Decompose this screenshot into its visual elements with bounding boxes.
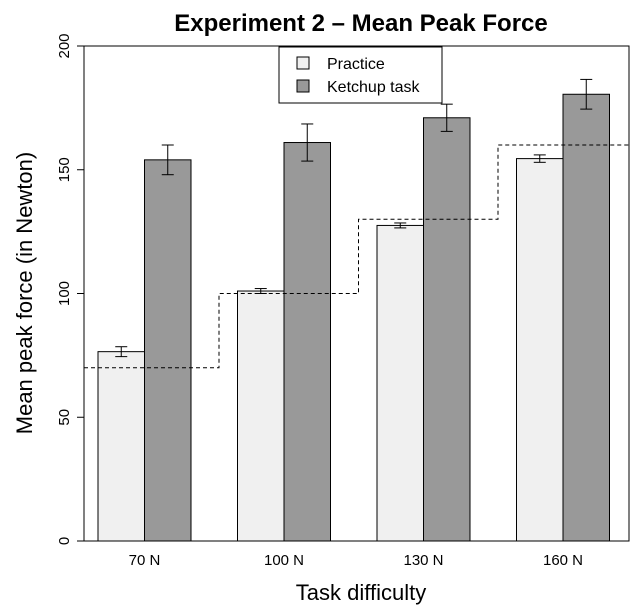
- bar: [97, 351, 145, 542]
- bar: [237, 290, 285, 542]
- legend-swatch: [296, 56, 310, 70]
- y-tick-label: 100: [56, 281, 73, 306]
- x-axis-label: Task difficulty: [296, 580, 426, 605]
- reference-line: [84, 144, 629, 369]
- x-tick-label: 160 N: [543, 552, 583, 569]
- legend: Practice Ketchup task: [278, 46, 443, 104]
- bar: [376, 224, 424, 542]
- y-tick-label: 50: [56, 409, 73, 426]
- chart-title: Experiment 2 – Mean Peak Force: [174, 10, 548, 37]
- bar: [283, 142, 331, 542]
- y-tick-label: 0: [56, 537, 73, 545]
- bar: [516, 158, 564, 542]
- legend-box: [278, 46, 443, 104]
- bar: [423, 117, 471, 542]
- x-tick-label: 70 N: [129, 552, 161, 569]
- bar: [144, 159, 192, 542]
- y-tick-label: 200: [56, 33, 73, 58]
- y-axis-label: Mean peak force (in Newton): [12, 152, 37, 434]
- legend-swatch: [296, 79, 310, 93]
- plot-area: 0 50 100 150 200 70 N 100 N 130 N 160 N: [56, 33, 630, 569]
- y-tick-label: 150: [56, 157, 73, 182]
- legend-label: Practice: [327, 56, 385, 73]
- x-tick-label: 130 N: [403, 552, 443, 569]
- bar: [562, 93, 610, 542]
- legend-label: Ketchup task: [327, 79, 421, 96]
- x-tick-label: 100 N: [264, 552, 304, 569]
